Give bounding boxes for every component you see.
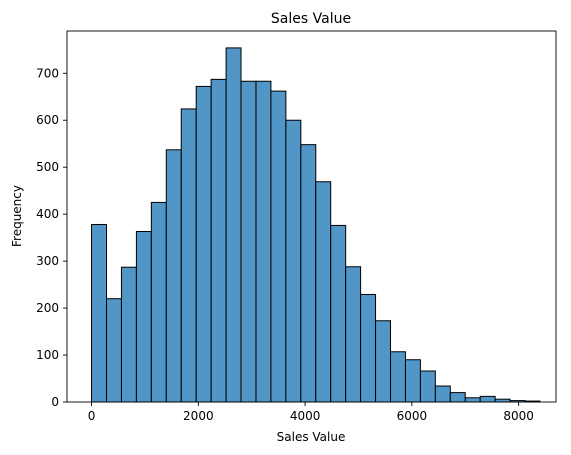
histogram-bar bbox=[195, 85, 212, 403]
histogram-bar bbox=[449, 392, 466, 403]
histogram-bar bbox=[135, 231, 152, 403]
x-tick-label: 6000 bbox=[397, 409, 428, 423]
histogram-bar bbox=[225, 47, 242, 403]
histogram-bar bbox=[404, 359, 421, 403]
y-tick-label: 400 bbox=[36, 207, 59, 221]
histogram-bar bbox=[375, 320, 392, 403]
histogram-bar bbox=[180, 108, 197, 403]
bars-group bbox=[91, 47, 541, 403]
histogram-bar bbox=[255, 80, 272, 403]
histogram-bar bbox=[106, 298, 122, 403]
y-tick-label: 200 bbox=[36, 301, 59, 315]
x-tick-label: 2000 bbox=[183, 409, 214, 423]
y-tick-label: 500 bbox=[36, 160, 59, 174]
histogram-bar bbox=[464, 397, 481, 403]
y-tick-label: 700 bbox=[36, 66, 59, 80]
histogram-bar bbox=[165, 149, 182, 403]
histogram-bar bbox=[330, 224, 347, 403]
histogram-bar bbox=[419, 370, 436, 403]
plot-frame bbox=[66, 30, 557, 403]
histogram-bar bbox=[150, 201, 167, 403]
histogram-bar bbox=[360, 293, 377, 403]
chart-title: Sales Value bbox=[271, 11, 351, 27]
y-tick-label: 600 bbox=[36, 113, 59, 127]
histogram-bar bbox=[345, 266, 362, 403]
y-tick-label: 300 bbox=[36, 254, 59, 268]
histogram-bar bbox=[479, 395, 496, 403]
y-tick-label: 100 bbox=[36, 348, 59, 362]
histogram-bar bbox=[91, 223, 108, 403]
x-tick-label: 4000 bbox=[290, 409, 321, 423]
histogram-bar bbox=[285, 119, 302, 403]
histogram-bar bbox=[210, 78, 227, 403]
x-tick-label: 0 bbox=[88, 409, 96, 423]
x-axis-label: Sales Value bbox=[277, 430, 346, 444]
histogram-bar bbox=[390, 351, 406, 403]
histogram-bar bbox=[240, 80, 257, 403]
x-axis-ticks: 0 2000 4000 6000 8000 bbox=[88, 402, 534, 423]
histogram-bar bbox=[120, 266, 137, 403]
y-axis-label: Frequency bbox=[10, 185, 24, 247]
y-tick-label: 0 bbox=[51, 395, 59, 409]
y-axis-ticks: 0 100 200 300 400 500 600 700 bbox=[36, 66, 67, 409]
histogram-bar bbox=[434, 385, 451, 403]
histogram-bar bbox=[270, 90, 287, 403]
histogram-bar bbox=[300, 144, 317, 403]
histogram-bar bbox=[315, 181, 332, 403]
x-tick-label: 8000 bbox=[503, 409, 534, 423]
